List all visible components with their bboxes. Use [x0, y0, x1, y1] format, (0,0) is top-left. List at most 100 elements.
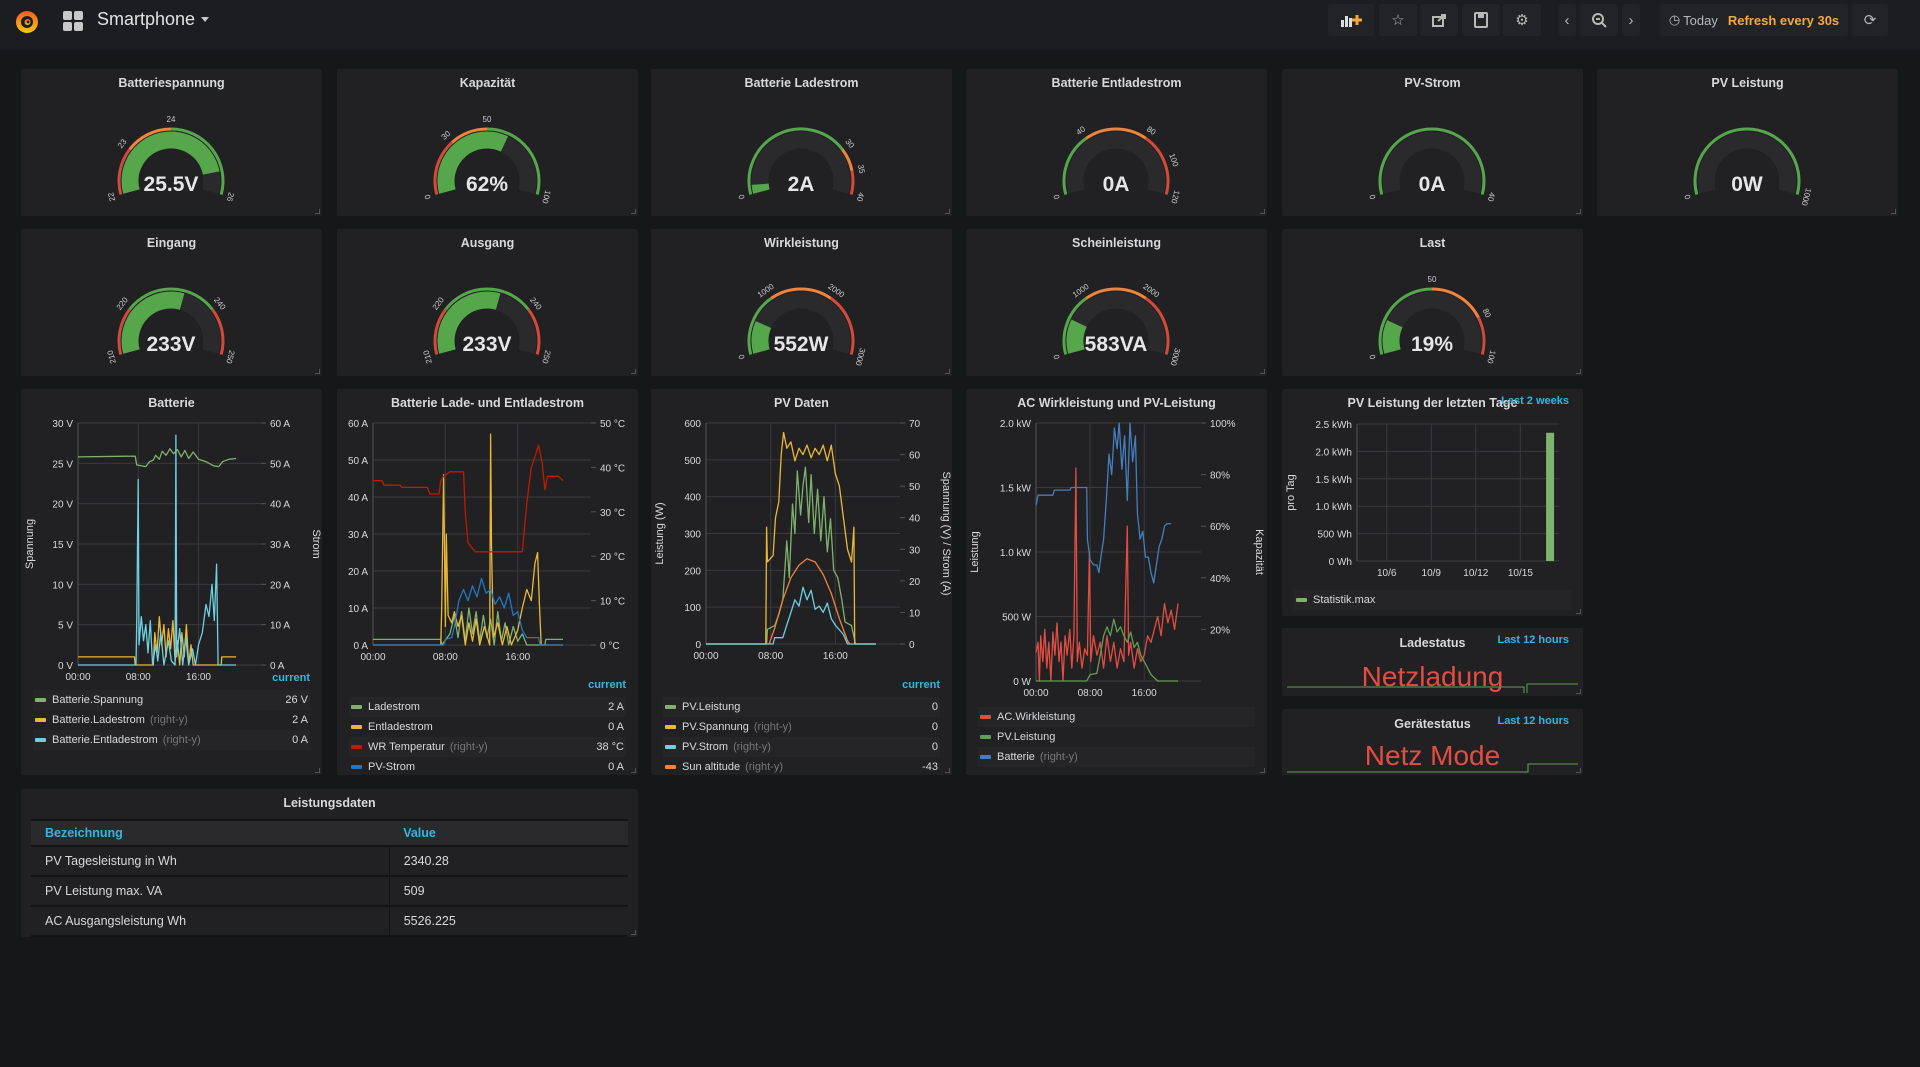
- legend-item[interactable]: Entladestrom 0 A: [349, 717, 626, 737]
- resize-handle[interactable]: [315, 369, 320, 374]
- gauge-tick-label: 50: [1428, 275, 1437, 284]
- legend-swatch: [1296, 598, 1307, 602]
- gauge-threshold-arc: [1378, 127, 1486, 195]
- resize-handle[interactable]: [631, 209, 636, 214]
- dashboard-title[interactable]: Smartphone: [97, 9, 196, 29]
- chevron-right-icon: ›: [1628, 11, 1634, 29]
- series-line-ac-wirkleistung: [1035, 467, 1179, 682]
- resize-handle[interactable]: [631, 369, 636, 374]
- graph[interactable]: 0 W 500 W 1.0 kW 1.5 kW 2.0 kW 20% 40% 60% 80% 10…: [966, 389, 1267, 775]
- legend-item[interactable]: Batterie (right-y): [978, 747, 1255, 767]
- gauge-track: [1697, 131, 1797, 194]
- y-tick-label: 60 A: [348, 419, 368, 430]
- resize-handle[interactable]: [315, 768, 320, 773]
- add-panel-icon: [1341, 15, 1362, 27]
- y-tick-label: 0: [695, 640, 701, 651]
- legend-item[interactable]: WR Temperatur (right-y) 38 °C: [349, 737, 626, 757]
- resize-handle[interactable]: [1576, 209, 1581, 214]
- resize-handle[interactable]: [945, 369, 950, 374]
- zoom-out-button[interactable]: [1580, 4, 1618, 36]
- legend-item[interactable]: Batterie.Spannung 26 V: [33, 690, 310, 710]
- legend-item[interactable]: PV.Strom (right-y) 0: [663, 737, 940, 757]
- y-tick-label: 500 W: [1002, 613, 1031, 624]
- resize-handle[interactable]: [315, 209, 320, 214]
- legend-series-name: Batterie.Entladestrom: [52, 734, 158, 746]
- y-tick-label: 0 V: [58, 661, 73, 672]
- refresh-button[interactable]: ⟳: [1852, 4, 1888, 36]
- share-icon: [1432, 14, 1446, 27]
- resize-handle[interactable]: [1891, 209, 1896, 214]
- gauge-tick-label: 0: [423, 193, 433, 200]
- gauge-threshold-arc: [444, 287, 530, 311]
- gauge-threshold-arc: [451, 127, 488, 144]
- legend-swatch: [35, 698, 46, 702]
- graph[interactable]: 0 A 10 A 20 A 30 A 40 A 50 A 60 A 0 °C 10 °C 20 °…: [337, 389, 638, 775]
- legend-header-current[interactable]: current: [588, 679, 626, 691]
- legend-item[interactable]: PV.Leistung 0: [663, 697, 940, 717]
- resize-handle[interactable]: [1260, 768, 1265, 773]
- resize-handle[interactable]: [1260, 209, 1265, 214]
- legend-item[interactable]: PV.Spannung (right-y) 0: [663, 717, 940, 737]
- chevron-down-icon[interactable]: [201, 17, 209, 22]
- time-forward-button[interactable]: ›: [1622, 4, 1640, 36]
- y-tick-label: 5 V: [58, 621, 73, 632]
- y2-tick-label: 40 A: [270, 500, 290, 511]
- y2-tick-label: 10: [909, 608, 921, 619]
- resize-handle[interactable]: [1576, 768, 1581, 773]
- column-header-bezeichnung[interactable]: Bezeichnung: [31, 819, 390, 847]
- legend-item[interactable]: PV.Leistung: [978, 727, 1255, 747]
- resize-handle[interactable]: [1260, 369, 1265, 374]
- resize-handle[interactable]: [1576, 609, 1581, 614]
- gauge-tick-label: 40: [1075, 124, 1088, 137]
- time-back-button[interactable]: ‹: [1558, 4, 1576, 36]
- table-row: PV Tagesleistung in Wh 2340.28: [31, 846, 628, 877]
- legend-item[interactable]: PV-Strom 0 A: [349, 757, 626, 777]
- table-cell: AC Ausgangsleistung Wh: [31, 906, 390, 937]
- y-tick-label: 10 A: [348, 604, 368, 615]
- graph[interactable]: 0 Wh 500 Wh 1.0 kWh 1.5 kWh 2.0 kWh 2.5 kWh 10…: [1282, 389, 1583, 616]
- bar[interactable]: [1546, 432, 1555, 561]
- gauge: 0 40 80 100 120 0A: [1052, 124, 1182, 205]
- add-panel-button[interactable]: [1328, 4, 1374, 36]
- resize-handle[interactable]: [945, 209, 950, 214]
- legend-item[interactable]: Statistik.max: [1294, 590, 1571, 610]
- y-tick-label: 15 V: [52, 540, 73, 551]
- y-tick-label: 500: [684, 456, 701, 467]
- resize-handle[interactable]: [631, 768, 636, 773]
- legend-header-current[interactable]: current: [272, 672, 310, 684]
- grafana-logo-icon[interactable]: [12, 6, 42, 36]
- dashboards-icon[interactable]: [63, 11, 83, 31]
- panel-title: Eingang: [146, 236, 197, 250]
- legend-current-value: 0 A: [608, 761, 624, 773]
- legend-series-name: Sun altitude: [682, 761, 741, 773]
- star-button[interactable]: ☆: [1379, 4, 1417, 36]
- settings-button[interactable]: ⚙: [1503, 4, 1541, 36]
- resize-handle[interactable]: [1576, 369, 1581, 374]
- column-header-value[interactable]: Value: [389, 819, 628, 847]
- gauge-threshold-arc: [1144, 297, 1170, 355]
- resize-handle[interactable]: [631, 930, 636, 935]
- share-button[interactable]: [1420, 4, 1458, 36]
- gauge-threshold-arc: [433, 141, 454, 195]
- time-picker-button[interactable]: ◷ Today Refresh every 30s: [1660, 4, 1848, 36]
- legend-item[interactable]: Sun altitude (right-y) -43: [663, 757, 940, 777]
- gauge-panel: Batterie Entladestrom 0 40 80 100 120 0A: [966, 69, 1267, 216]
- legend-item[interactable]: AC.Wirkleistung: [978, 707, 1255, 727]
- gauge-tick-label: 30: [440, 129, 453, 142]
- legend-header-current[interactable]: current: [902, 679, 940, 691]
- y-tick-label: 20 V: [52, 500, 73, 511]
- graph[interactable]: 0 V 5 V 10 V 15 V 20 V 25 V 30 V 0 A 10 A 20 A 30 …: [21, 389, 322, 775]
- resize-handle[interactable]: [1576, 689, 1581, 694]
- legend: current Batterie.Spannung 26 V Batterie.Lad…: [33, 672, 310, 750]
- gauge-tick-label: 80: [1481, 307, 1493, 320]
- legend-item[interactable]: Batterie.Ladestrom (right-y) 2 A: [33, 710, 310, 730]
- legend-item[interactable]: Ladestrom 2 A: [349, 697, 626, 717]
- legend-item[interactable]: Batterie.Entladestrom (right-y) 0 A: [33, 730, 310, 750]
- y2-tick-label: 0 °C: [600, 641, 620, 652]
- resize-handle[interactable]: [945, 768, 950, 773]
- gauge-tick-label: 50: [483, 115, 492, 124]
- save-button[interactable]: [1462, 4, 1500, 36]
- y-axis-label: Leistung: [969, 531, 981, 573]
